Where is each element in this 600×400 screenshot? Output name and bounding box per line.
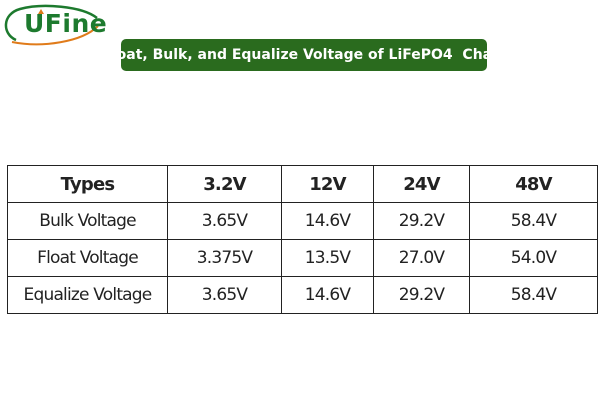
table-cell: 14.6V	[281, 276, 374, 314]
row-label: Equalize Voltage	[7, 276, 168, 314]
table-row: Equalize Voltage 3.65V 14.6V 29.2V 58.4V	[7, 276, 598, 314]
chart-title: Float, Bulk, and Equalize Voltage of LiF…	[102, 47, 506, 63]
row-label: Float Voltage	[7, 239, 168, 277]
table-cell: 29.2V	[373, 202, 470, 240]
logo-swoosh-icon	[4, 4, 99, 46]
table-cell: 54.0V	[469, 239, 598, 277]
table-header-row: Types 3.2V 12V 24V 48V	[7, 165, 598, 203]
table-cell: 29.2V	[373, 276, 470, 314]
table-cell: 14.6V	[281, 202, 374, 240]
table-cell: 58.4V	[469, 202, 598, 240]
table-cell: 13.5V	[281, 239, 374, 277]
table-cell: 58.4V	[469, 276, 598, 314]
header-48v: 48V	[469, 165, 598, 203]
ufine-logo: UFine	[2, 4, 107, 46]
table-cell: 3.375V	[167, 239, 282, 277]
header-3-2v: 3.2V	[167, 165, 282, 203]
header-12v: 12V	[281, 165, 374, 203]
header-types: Types	[7, 165, 168, 203]
brand-name: UFine	[24, 9, 108, 38]
voltage-table: Types 3.2V 12V 24V 48V Bulk Voltage 3.65…	[7, 165, 598, 314]
header-24v: 24V	[373, 165, 470, 203]
row-label: Bulk Voltage	[7, 202, 168, 240]
table-cell: 3.65V	[167, 276, 282, 314]
table-row: Bulk Voltage 3.65V 14.6V 29.2V 58.4V	[7, 202, 598, 240]
title-banner: Float, Bulk, and Equalize Voltage of LiF…	[102, 39, 506, 71]
table-cell: 3.65V	[167, 202, 282, 240]
table-cell: 27.0V	[373, 239, 470, 277]
table-row: Float Voltage 3.375V 13.5V 27.0V 54.0V	[7, 239, 598, 277]
